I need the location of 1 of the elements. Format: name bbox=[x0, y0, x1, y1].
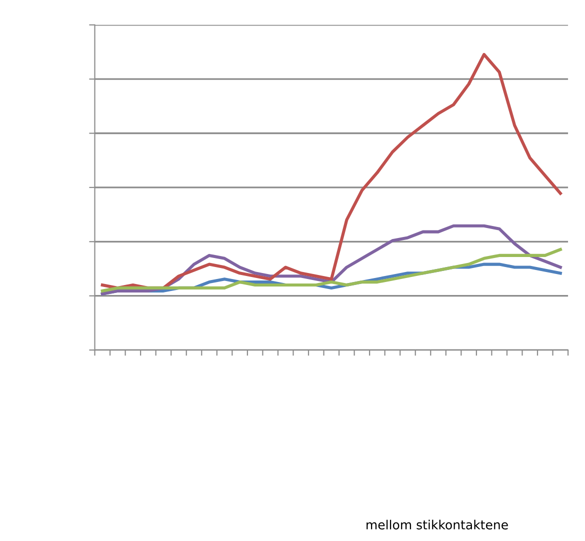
text: mellom stikkontaktene bbox=[366, 520, 508, 530]
